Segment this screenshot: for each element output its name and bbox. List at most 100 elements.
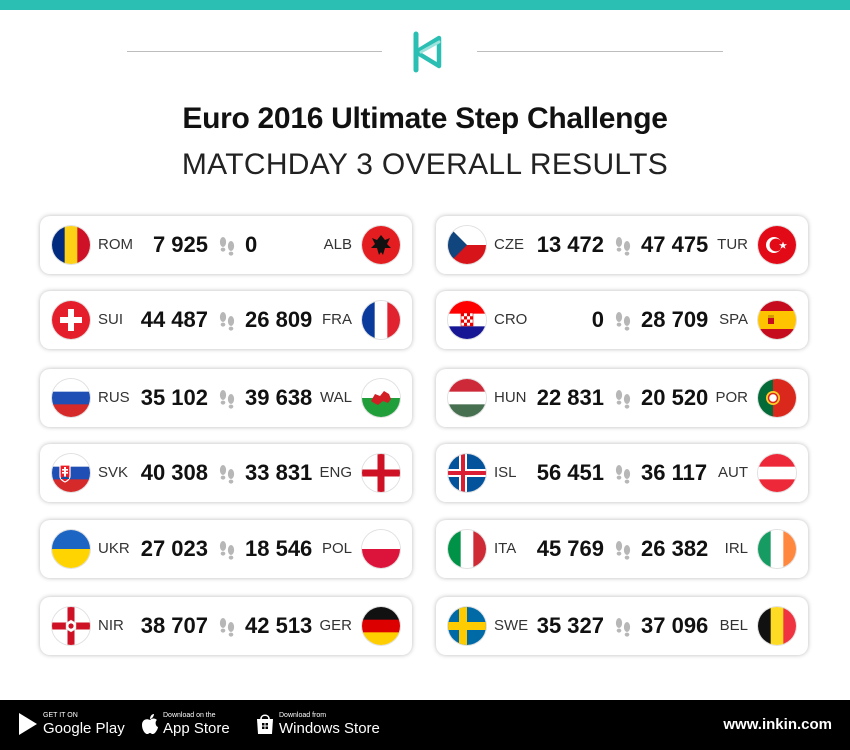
home-flag-icon xyxy=(448,454,486,492)
match-card: HUN 22 831 20 520 POR xyxy=(436,369,808,427)
google-play-icon[interactable] xyxy=(17,712,39,736)
away-score: 47 475 xyxy=(641,232,709,257)
google-play-label: Google Play xyxy=(43,720,125,737)
home-team-code: ROM xyxy=(98,236,133,253)
away-flag-icon xyxy=(362,530,400,568)
home-score: 56 451 xyxy=(536,460,604,485)
away-flag-icon xyxy=(758,301,796,339)
home-score: 22 831 xyxy=(536,385,604,410)
away-score: 39 638 xyxy=(245,385,313,410)
home-flag-icon xyxy=(448,530,486,568)
footprints-icon xyxy=(615,541,631,560)
google-play-small-text: GET IT ON xyxy=(43,712,78,719)
match-card: ITA 45 769 26 382 IRL xyxy=(436,520,808,578)
windows-store-icon[interactable] xyxy=(255,713,275,735)
windows-store-small-text: Download from xyxy=(279,712,327,719)
away-team-code: ALB xyxy=(323,236,352,253)
footprints-icon xyxy=(219,390,235,409)
footprints-icon xyxy=(615,312,631,331)
away-team-code: FRA xyxy=(322,311,352,328)
away-team-code: WAL xyxy=(320,389,352,406)
header-divider-left xyxy=(127,51,382,52)
home-team-code: UKR xyxy=(98,540,130,557)
away-score: 20 520 xyxy=(641,385,709,410)
away-team-code: ENG xyxy=(319,464,352,481)
home-score: 44 487 xyxy=(140,307,208,332)
away-team-code: BEL xyxy=(719,617,748,634)
match-card: SWE 35 327 37 096 BEL xyxy=(436,597,808,655)
away-score: 26 382 xyxy=(641,536,709,561)
away-flag-icon xyxy=(758,226,796,264)
match-card: RUS 35 102 39 638 WAL xyxy=(40,369,412,427)
away-flag-icon xyxy=(362,454,400,492)
match-card: NIR 38 707 42 513 GER xyxy=(40,597,412,655)
away-flag-icon xyxy=(362,301,400,339)
away-team-code: POR xyxy=(715,389,748,406)
away-score: 0 xyxy=(245,232,258,257)
away-flag-icon xyxy=(758,454,796,492)
footprints-icon xyxy=(219,465,235,484)
home-score: 0 xyxy=(591,307,604,332)
match-card: UKR 27 023 18 546 POL xyxy=(40,520,412,578)
away-team-code: SPA xyxy=(719,311,748,328)
home-team-code: RUS xyxy=(98,389,130,406)
away-score: 42 513 xyxy=(245,613,313,638)
away-team-code: TUR xyxy=(717,236,748,253)
apple-icon[interactable] xyxy=(141,713,159,735)
away-team-code: AUT xyxy=(718,464,748,481)
away-team-code: IRL xyxy=(724,540,748,557)
header-divider-right xyxy=(477,51,723,52)
home-team-code: CRO xyxy=(494,311,528,328)
away-score: 28 709 xyxy=(641,307,709,332)
away-score: 26 809 xyxy=(245,307,313,332)
home-team-code: CZE xyxy=(494,236,524,253)
top-accent-bar xyxy=(0,0,850,10)
page-title: Euro 2016 Ultimate Step Challenge xyxy=(182,102,668,135)
home-flag-icon xyxy=(52,379,90,417)
away-flag-icon xyxy=(362,379,400,417)
away-flag-icon xyxy=(758,379,796,417)
home-flag-icon xyxy=(52,226,90,264)
match-card: SVK 40 308 33 831 ENG xyxy=(40,444,412,502)
away-score: 33 831 xyxy=(245,460,313,485)
footprints-icon xyxy=(615,390,631,409)
match-card: CZE 13 472 47 475 TUR xyxy=(436,216,808,274)
away-team-code: POL xyxy=(321,540,352,557)
home-flag-icon xyxy=(52,530,90,568)
google-play-badge[interactable]: GET IT ON Google Play xyxy=(43,712,125,737)
away-flag-icon xyxy=(758,607,796,645)
app-store-small-text: Download on the xyxy=(163,712,216,719)
away-flag-icon xyxy=(362,607,400,645)
match-card: ROM 7 925 0 ALB xyxy=(40,216,412,274)
app-store-label: App Store xyxy=(163,720,230,737)
footprints-icon xyxy=(615,237,631,256)
app-store-badge[interactable]: Download on the App Store xyxy=(163,712,230,737)
windows-store-label: Windows Store xyxy=(279,720,380,737)
match-card: CRO 0 28 709 SPA xyxy=(436,291,808,349)
page-subtitle: MATCHDAY 3 OVERALL RESULTS xyxy=(181,148,669,181)
home-score: 35 327 xyxy=(536,613,604,638)
home-score: 38 707 xyxy=(140,613,208,638)
home-flag-icon xyxy=(52,607,90,645)
match-card: ISL 56 451 36 117 AUT xyxy=(436,444,808,502)
footprints-icon xyxy=(219,237,235,256)
home-team-code: SVK xyxy=(98,464,129,481)
home-flag-icon xyxy=(448,607,486,645)
footprints-icon xyxy=(219,312,235,331)
home-score: 27 023 xyxy=(140,536,208,561)
footprints-icon xyxy=(615,618,631,637)
website-link[interactable]: www.inkin.com xyxy=(723,716,832,733)
windows-store-badge[interactable]: Download from Windows Store xyxy=(279,712,380,737)
footprints-icon xyxy=(219,541,235,560)
home-team-code: NIR xyxy=(98,617,124,634)
home-score: 40 308 xyxy=(140,460,208,485)
home-flag-icon xyxy=(52,454,90,492)
away-flag-icon xyxy=(758,530,796,568)
home-score: 45 769 xyxy=(536,536,604,561)
home-flag-icon xyxy=(448,226,486,264)
away-score: 36 117 xyxy=(641,460,708,485)
home-flag-icon xyxy=(448,379,486,417)
away-score: 18 546 xyxy=(245,536,313,561)
home-team-code: HUN xyxy=(494,389,527,406)
home-score: 35 102 xyxy=(140,385,208,410)
